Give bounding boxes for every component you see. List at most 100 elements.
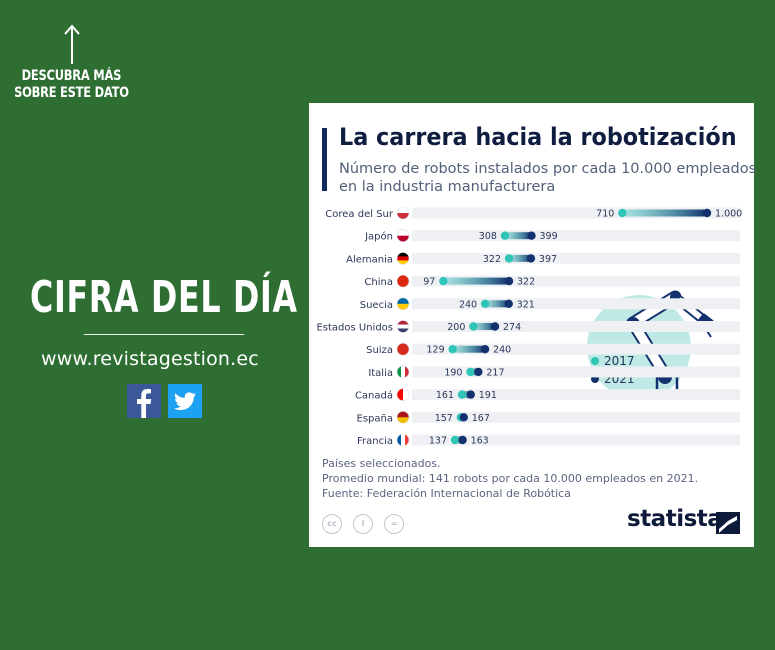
row-track	[412, 252, 740, 264]
value-label-2021: 217	[486, 367, 504, 378]
flag-stripe	[397, 297, 409, 305]
point-2017	[457, 390, 467, 399]
point-2021	[459, 413, 468, 422]
category-label: Suecia	[360, 300, 393, 311]
category-label: China	[364, 277, 393, 288]
value-label-2021: 321	[517, 299, 535, 310]
note-world-average: Promedio mundial: 141 robots por cada 10…	[322, 472, 699, 485]
cc-icon[interactable]: cc	[322, 513, 342, 534]
point-2017	[618, 208, 627, 218]
nd-icon[interactable]: =	[384, 513, 405, 534]
flag-outline	[396, 342, 410, 356]
value-label-2017: 161	[436, 390, 454, 401]
flag-stripe	[401, 365, 406, 378]
category-label: Francia	[357, 436, 393, 447]
flag-stripe	[397, 324, 409, 329]
flag-stripe	[397, 260, 409, 265]
category-label: Estados Unidos	[316, 323, 393, 334]
point-2021	[474, 367, 483, 377]
statista-logo[interactable]: statista	[627, 506, 723, 532]
flag-stripe	[397, 320, 409, 325]
chart-notes: Países seleccionados. Promedio mundial: …	[322, 456, 698, 501]
flag-outline	[396, 410, 410, 424]
row-track	[412, 389, 740, 401]
row-track	[412, 366, 740, 378]
point-2021	[466, 390, 475, 399]
flag-outline	[396, 206, 410, 220]
value-label-2017: 190	[444, 367, 462, 378]
category-label: España	[357, 413, 393, 424]
value-label-2021: 1.000	[715, 209, 742, 220]
point-2017	[504, 254, 514, 263]
value-label-2017: 137	[429, 436, 447, 447]
category-label: Canadá	[355, 390, 393, 402]
point-2021	[458, 435, 467, 445]
range-bar	[509, 254, 531, 262]
flag-stripe	[397, 235, 409, 242]
discover-more-link[interactable]: DESCUBRA MÁS SOBRE ESTE DATO	[14, 68, 129, 101]
flag-stripe	[397, 328, 409, 333]
flag-stripe	[397, 417, 409, 424]
row-track	[412, 230, 740, 242]
website-link[interactable]: www.revistagestion.ec	[41, 348, 259, 370]
category-label: Japón	[364, 231, 393, 243]
title-accent-bar	[322, 128, 327, 191]
twitter-button[interactable]	[168, 384, 202, 418]
point-2017	[500, 231, 510, 240]
range-bar	[473, 323, 496, 330]
point-2017	[480, 299, 490, 308]
point-2017	[466, 367, 475, 377]
facebook-button[interactable]	[127, 384, 161, 418]
row-track	[412, 275, 740, 287]
legend-label-2017: 2017	[604, 354, 635, 368]
range-bar	[504, 232, 532, 240]
value-label-2021: 274	[503, 322, 521, 333]
value-label-2021: 240	[493, 345, 511, 356]
flag-stripe	[397, 275, 409, 288]
flag-stripe	[397, 303, 409, 310]
statista-logo-icon	[716, 512, 740, 534]
facebook-icon	[137, 389, 152, 418]
row-track	[412, 321, 740, 332]
flag-outline	[396, 365, 410, 379]
flag-stripe	[397, 252, 409, 257]
value-label-2017: 157	[435, 413, 453, 424]
row-track	[412, 343, 740, 355]
chart-card: La carrera hacia la robotización Número …	[309, 103, 756, 547]
point-2021	[527, 231, 536, 240]
row-track	[412, 298, 740, 310]
legend-marker-2017	[591, 357, 599, 365]
value-label-2021: 163	[471, 436, 489, 447]
point-2017	[448, 345, 457, 354]
range-bar	[462, 391, 471, 399]
value-label-2021: 322	[517, 277, 535, 288]
license-icons: cc i =	[322, 513, 410, 534]
flag-stripe	[397, 343, 409, 356]
row-track	[412, 411, 740, 423]
range-bar	[485, 300, 509, 308]
point-2021	[480, 345, 490, 354]
value-label-2017: 200	[447, 322, 465, 333]
point-2021	[490, 322, 500, 331]
flag-outline	[396, 229, 410, 242]
range-bar	[622, 209, 707, 217]
point-2017	[450, 435, 460, 445]
flag-stripe	[397, 256, 409, 261]
range-bar	[443, 277, 510, 285]
flag-stripe	[397, 213, 409, 219]
page-heading: CIFRA DEL DÍA	[30, 272, 298, 323]
value-label-2017: 710	[596, 209, 614, 220]
up-arrow-icon	[64, 24, 80, 64]
by-icon[interactable]: i	[353, 513, 374, 534]
flag-outline	[396, 388, 410, 401]
point-2021	[504, 299, 513, 308]
chart-subtitle: Número de robots instalados por cada 10.…	[339, 161, 757, 195]
value-label-2021: 399	[540, 231, 558, 242]
value-label-2017: 129	[427, 345, 445, 356]
category-label: Alemania	[346, 254, 393, 265]
flag-stripe	[397, 411, 409, 418]
flag-stripe	[405, 365, 409, 378]
range-bar	[452, 345, 486, 353]
flag-outline	[396, 320, 410, 333]
